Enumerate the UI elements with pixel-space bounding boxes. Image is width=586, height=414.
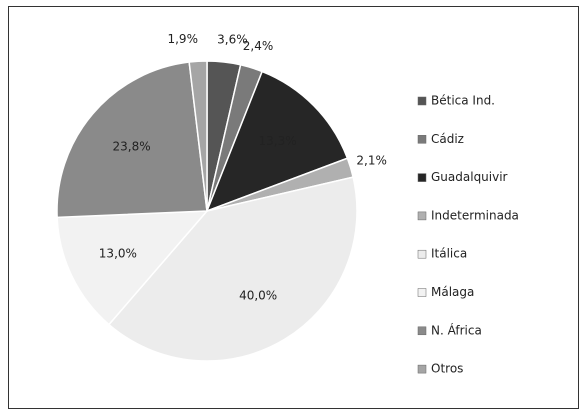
legend-label: Indeterminada xyxy=(431,208,519,222)
legend-swatch xyxy=(417,288,427,297)
legend-label: Otros xyxy=(431,362,463,376)
legend-swatch xyxy=(417,173,427,182)
pie-slice xyxy=(56,61,208,219)
data-label: 13,3% xyxy=(259,134,297,148)
legend-label: Cádiz xyxy=(431,132,464,146)
legend-swatch xyxy=(417,249,427,259)
legend-label: Guadalquivir xyxy=(431,170,508,184)
pie-slice xyxy=(188,60,208,212)
data-label: 2,1% xyxy=(356,154,387,168)
legend-swatch xyxy=(417,326,427,336)
legend-swatch xyxy=(417,364,427,374)
data-label: 2,4% xyxy=(243,39,274,53)
legend-swatch xyxy=(417,96,427,106)
data-label: 1,9% xyxy=(167,32,198,46)
legend-swatch xyxy=(417,135,427,144)
legend-label: Bética Ind. xyxy=(431,94,495,108)
pie-slice xyxy=(205,70,349,213)
pie-slice xyxy=(56,210,209,326)
legend-label: Itálica xyxy=(431,247,467,261)
data-label: 23,8% xyxy=(113,139,151,153)
data-label: 40,0% xyxy=(239,288,277,302)
legend-label: N. África xyxy=(431,322,482,337)
pie-slice xyxy=(107,176,358,362)
legend-label: Málaga xyxy=(431,285,474,299)
data-label: 13,0% xyxy=(99,247,137,261)
legend-swatch xyxy=(417,211,427,221)
data-label: 3,6% xyxy=(217,33,248,47)
